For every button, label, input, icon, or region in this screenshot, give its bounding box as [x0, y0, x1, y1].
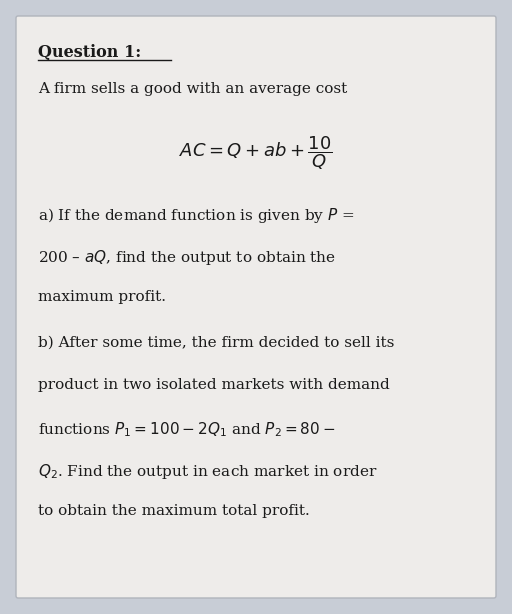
Text: 200 – $aQ$, find the output to obtain the: 200 – $aQ$, find the output to obtain th…	[38, 248, 336, 267]
Text: A firm sells a good with an average cost: A firm sells a good with an average cost	[38, 82, 347, 96]
Text: to obtain the maximum total profit.: to obtain the maximum total profit.	[38, 504, 310, 518]
FancyBboxPatch shape	[16, 16, 496, 598]
Text: $Q_2$. Find the output in each market in order: $Q_2$. Find the output in each market in…	[38, 462, 377, 481]
Text: $AC = Q + ab + \dfrac{10}{Q}$: $AC = Q + ab + \dfrac{10}{Q}$	[179, 134, 333, 172]
Text: b) After some time, the firm decided to sell its: b) After some time, the firm decided to …	[38, 336, 394, 350]
Text: a) If the demand function is given by $P$ =: a) If the demand function is given by $P…	[38, 206, 355, 225]
Text: functions $P_1 = 100 - 2Q_1$ and $P_2 = 80 -$: functions $P_1 = 100 - 2Q_1$ and $P_2 = …	[38, 420, 335, 438]
Text: maximum profit.: maximum profit.	[38, 290, 166, 304]
Text: Question 1:: Question 1:	[38, 44, 141, 61]
Text: product in two isolated markets with demand: product in two isolated markets with dem…	[38, 378, 390, 392]
